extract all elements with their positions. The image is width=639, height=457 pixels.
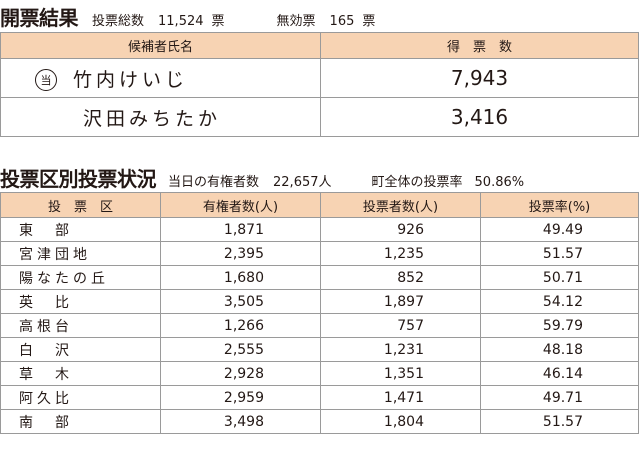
candidate-votes: 3,416 — [320, 97, 639, 137]
total-votes-label: 投票総数 — [92, 14, 145, 29]
voters-count: 926 — [320, 217, 481, 242]
district-name: 高根台 — [0, 313, 161, 338]
candidate-cell: 沢田みちたか — [0, 97, 321, 137]
turnout-rate: 49.71 — [480, 385, 639, 410]
district-name: 英 比 — [0, 289, 161, 314]
voters-count: 1,897 — [320, 289, 481, 314]
col-turnout-rate: 投票率(%) — [480, 192, 639, 218]
results-title: 開票結果 — [0, 6, 79, 30]
turnout-rate: 51.57 — [480, 241, 639, 266]
turnout-rate-value: 50.86% — [474, 175, 525, 190]
district-name: 宮津団地 — [0, 241, 161, 266]
table-row: 阿久比 2,959 1,471 49.71 — [0, 385, 639, 410]
turnout-rate: 49.49 — [480, 217, 639, 242]
invalid-votes-label: 無効票 — [276, 14, 316, 29]
turnout-rate: 46.14 — [480, 361, 639, 386]
candidate-row: 沢田みちたか 3,416 — [0, 97, 639, 137]
table-row: 高根台 1,266 757 59.79 — [0, 313, 639, 338]
district-name: 阿久比 — [0, 385, 161, 410]
results-header-row: 候補者氏名 得 票 数 — [0, 32, 639, 59]
candidate-cell: 当竹内けいじ — [0, 58, 321, 98]
invalid-votes-value: 165 — [329, 14, 355, 29]
turnout-table: 投 票 区 有権者数(人) 投票者数(人) 投票率(%) 東 部 1,871 9… — [0, 192, 639, 434]
voters-count: 757 — [320, 313, 481, 338]
voters-count: 1,351 — [320, 361, 481, 386]
col-eligible-voters: 有権者数(人) — [160, 192, 321, 218]
candidate-row: 当竹内けいじ 7,943 — [0, 58, 639, 98]
table-row: 英 比 3,505 1,897 54.12 — [0, 289, 639, 314]
table-row: 陽なたの丘 1,680 852 50.71 — [0, 265, 639, 290]
results-table: 候補者氏名 得 票 数 当竹内けいじ 7,943 沢田みちたか 3,416 — [0, 32, 639, 137]
eligible-voters: 2,928 — [160, 361, 321, 386]
eligible-voters: 2,395 — [160, 241, 321, 266]
eligible-voters: 2,555 — [160, 337, 321, 362]
results-header: 開票結果 投票総数 11,524 票 無効票 165 票 — [0, 2, 375, 31]
table-row: 南 部 3,498 1,804 51.57 — [0, 409, 639, 434]
eligible-voters: 2,959 — [160, 385, 321, 410]
turnout-header: 投票区別投票状況 当日の有権者数 22,657人 町全体の投票率 50.86% — [0, 163, 524, 192]
voters-count: 1,231 — [320, 337, 481, 362]
total-votes-unit: 票 — [211, 14, 225, 29]
district-name: 草 木 — [0, 361, 161, 386]
eligible-voters: 3,498 — [160, 409, 321, 434]
district-name: 白 沢 — [0, 337, 161, 362]
turnout-rate: 50.71 — [480, 265, 639, 290]
district-name: 陽なたの丘 — [0, 265, 161, 290]
voters-count: 1,804 — [320, 409, 481, 434]
voters-count: 1,471 — [320, 385, 481, 410]
col-votes: 得 票 数 — [320, 32, 639, 59]
turnout-rate: 54.12 — [480, 289, 639, 314]
turnout-rate: 48.18 — [480, 337, 639, 362]
invalid-votes-unit: 票 — [362, 14, 376, 29]
voters-label: 当日の有権者数 — [168, 175, 260, 190]
candidate-votes: 7,943 — [320, 58, 639, 98]
candidate-name: 竹内けいじ — [73, 68, 189, 91]
turnout-rate: 59.79 — [480, 313, 639, 338]
district-name: 東 部 — [0, 217, 161, 242]
candidate-name: 沢田みちたか — [83, 107, 222, 130]
col-district: 投 票 区 — [0, 192, 161, 218]
eligible-voters: 1,680 — [160, 265, 321, 290]
table-row: 東 部 1,871 926 49.49 — [0, 217, 639, 242]
turnout-header-row: 投 票 区 有権者数(人) 投票者数(人) 投票率(%) — [0, 192, 639, 218]
eligible-voters: 3,505 — [160, 289, 321, 314]
turnout-rate: 51.57 — [480, 409, 639, 434]
voters-value: 22,657人 — [273, 175, 332, 190]
voters-count: 1,235 — [320, 241, 481, 266]
turnout-title: 投票区別投票状況 — [0, 167, 157, 191]
table-row: 宮津団地 2,395 1,235 51.57 — [0, 241, 639, 266]
total-votes-value: 11,524 — [158, 14, 204, 29]
col-voters: 投票者数(人) — [320, 192, 481, 218]
voters-count: 852 — [320, 265, 481, 290]
eligible-voters: 1,266 — [160, 313, 321, 338]
col-candidate-name: 候補者氏名 — [0, 32, 321, 59]
elected-mark-icon: 当 — [35, 69, 57, 91]
eligible-voters: 1,871 — [160, 217, 321, 242]
turnout-rate-label: 町全体の投票率 — [371, 175, 463, 190]
district-name: 南 部 — [0, 409, 161, 434]
table-row: 白 沢 2,555 1,231 48.18 — [0, 337, 639, 362]
table-row: 草 木 2,928 1,351 46.14 — [0, 361, 639, 386]
